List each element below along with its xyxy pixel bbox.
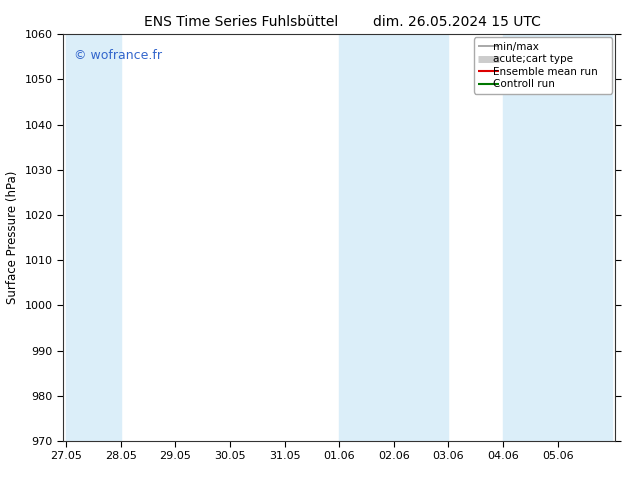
Bar	[66, 34, 120, 441]
Text: dim. 26.05.2024 15 UTC: dim. 26.05.2024 15 UTC	[373, 15, 540, 29]
Legend: min/max, acute;cart type, Ensemble mean run, Controll run: min/max, acute;cart type, Ensemble mean …	[474, 37, 612, 94]
Y-axis label: Surface Pressure (hPa): Surface Pressure (hPa)	[6, 171, 19, 304]
Text: ENS Time Series Fuhlsbüttel: ENS Time Series Fuhlsbüttel	[144, 15, 338, 29]
Text: © wofrance.fr: © wofrance.fr	[74, 49, 162, 62]
Bar	[503, 34, 612, 441]
Bar	[339, 34, 448, 441]
